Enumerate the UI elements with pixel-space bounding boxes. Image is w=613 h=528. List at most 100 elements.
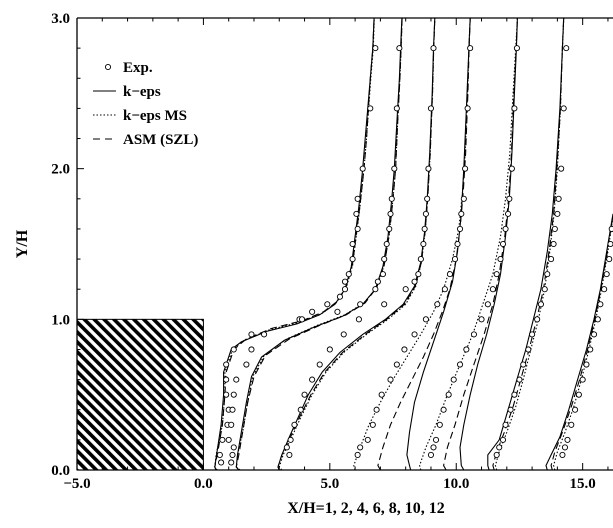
exp-point	[411, 331, 418, 338]
asm-szl-line-x8	[443, 18, 518, 470]
exp-point	[349, 240, 356, 248]
k-eps-line-x6	[406, 18, 471, 470]
exp-point	[422, 316, 429, 323]
exp-point	[559, 451, 566, 458]
exp-point	[508, 165, 515, 172]
exp-point	[568, 421, 575, 428]
exp-point	[229, 451, 236, 458]
exp-point	[233, 376, 240, 383]
exp-point	[230, 391, 237, 398]
exp-point	[587, 346, 594, 353]
exp-point	[434, 301, 441, 308]
exp-point	[225, 436, 232, 443]
exp-point	[450, 376, 457, 383]
asm-szl-line-x12	[550, 215, 613, 470]
obstacle-block	[76, 318, 204, 471]
exp-point	[520, 361, 527, 368]
exp-point	[387, 376, 394, 383]
asm-szl-line-x1	[214, 18, 375, 470]
exp-point	[367, 105, 374, 112]
exp-point	[511, 391, 518, 398]
exp-point	[372, 286, 379, 293]
exp-point	[513, 45, 520, 52]
exp-point	[507, 406, 514, 413]
exp-point	[372, 45, 379, 52]
exp-point	[393, 361, 400, 368]
exp-point	[219, 436, 226, 443]
exp-point	[326, 346, 333, 353]
asm-szl-line-x2	[235, 18, 403, 470]
exp-point	[493, 271, 500, 278]
exp-point	[462, 165, 469, 172]
exp-point	[223, 361, 230, 368]
exp-point	[511, 105, 518, 112]
exp-point	[297, 406, 304, 413]
exp-point	[216, 451, 223, 458]
exp-point	[402, 286, 409, 293]
k-eps-ms-line-x4	[278, 18, 436, 470]
exp-point	[427, 451, 435, 458]
exp-point	[607, 240, 613, 248]
exp-point	[464, 105, 471, 112]
exp-point	[458, 210, 465, 217]
exp-point	[446, 271, 453, 278]
exp-point	[357, 444, 364, 451]
exp-point	[391, 165, 398, 172]
exp-point	[579, 376, 586, 383]
exp-point	[454, 240, 461, 248]
exp-point	[223, 376, 230, 383]
exp-point	[396, 45, 403, 52]
exp-point	[359, 165, 366, 172]
exp-point	[248, 346, 255, 353]
k-eps-line-x4	[277, 18, 436, 470]
asm-szl-line-x6	[377, 18, 471, 470]
exp-point	[229, 406, 236, 413]
x-tick-label: 15.0	[570, 476, 596, 492]
exp-point	[357, 301, 364, 308]
exp-point	[499, 436, 507, 443]
exp-point	[456, 225, 464, 232]
exp-point	[243, 361, 250, 368]
exp-point	[432, 436, 440, 443]
exp-point	[316, 361, 323, 368]
y-tick-label: 2.0	[51, 162, 70, 178]
k-eps-ms-line-x12	[553, 216, 613, 470]
exp-point	[489, 286, 496, 293]
exp-point	[383, 240, 390, 248]
exp-point	[550, 240, 557, 248]
exp-point	[470, 331, 477, 338]
exp-point	[230, 346, 237, 353]
exp-point	[422, 210, 429, 217]
k-eps-ms-line-x2	[235, 18, 403, 470]
exp-point	[298, 316, 306, 323]
exp-point	[554, 210, 561, 217]
k-eps-line-x2	[235, 18, 403, 470]
exp-point	[345, 271, 352, 278]
exp-point	[460, 195, 467, 202]
x-tick-label: 5.0	[320, 476, 339, 492]
exp-point	[541, 286, 548, 293]
exp-point	[440, 406, 447, 413]
exp-point	[561, 444, 569, 451]
exp-point	[430, 444, 437, 451]
exp-point	[381, 256, 388, 263]
exp-point	[415, 271, 422, 278]
k-eps-ms-line-x10	[494, 18, 565, 470]
exp-point	[373, 406, 380, 413]
exp-point	[334, 308, 341, 315]
exp-point	[496, 444, 503, 451]
exp-point	[324, 301, 331, 308]
exp-point	[534, 316, 541, 323]
k-eps-line-x12	[545, 213, 613, 470]
x-axis-label: X/H=1, 2, 4, 6, 8, 10, 12	[287, 500, 445, 517]
exp-point	[417, 256, 424, 263]
exp-point	[420, 240, 427, 248]
exp-point	[387, 210, 394, 217]
exp-point	[424, 195, 431, 202]
exp-point	[601, 286, 608, 293]
exp-point	[427, 105, 435, 112]
exp-point	[421, 225, 428, 232]
exp-point	[379, 271, 386, 278]
exp-point	[441, 286, 448, 293]
exp-point	[340, 331, 347, 338]
